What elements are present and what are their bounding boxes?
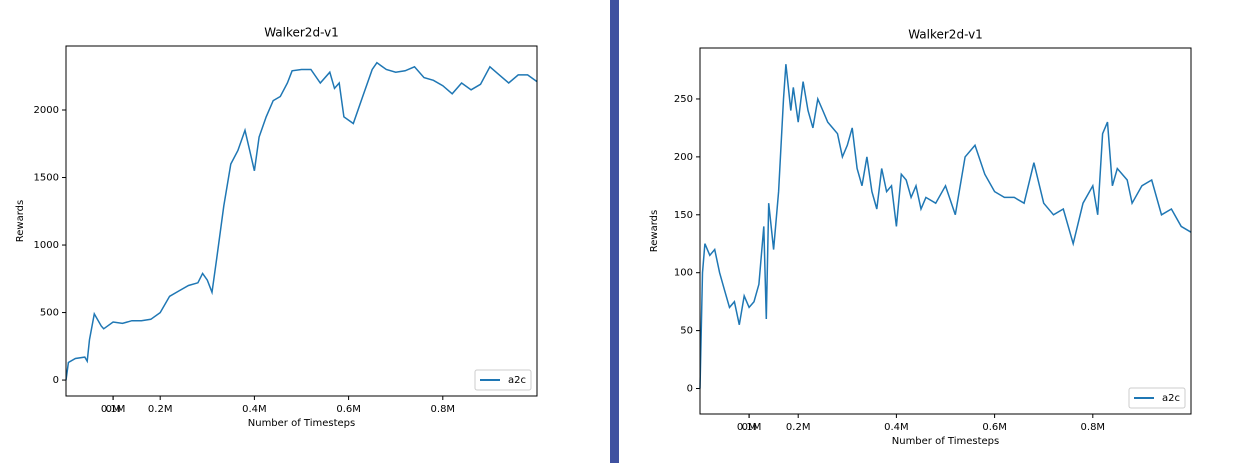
- x-tick-label: 0.8M: [431, 404, 456, 415]
- legend-label: a2c: [1162, 393, 1180, 404]
- line: [65, 61, 538, 381]
- x-axis-label: Number of Timesteps: [248, 418, 355, 429]
- x-tick-label: 0.2M: [148, 404, 173, 415]
- x-tick-label: 0.4M: [242, 404, 267, 415]
- plot-frame: [65, 45, 538, 397]
- x-tick-label: 0.1M: [737, 422, 762, 433]
- y-tick-label: 2000: [34, 105, 59, 116]
- y-tick-label: 1500: [34, 173, 59, 184]
- x-tick-label: 0.6M: [982, 422, 1007, 433]
- x-tick-label: 0.8M: [1081, 422, 1106, 433]
- y-tick-label: 500: [40, 308, 59, 319]
- legend-label: a2c: [508, 375, 526, 386]
- x-tick-label: 0M: [106, 404, 121, 415]
- y-axis-label: Rewards: [15, 200, 26, 242]
- chart-title: Walker2d-v1: [908, 28, 983, 42]
- x-tick-label: 0.1M: [101, 404, 126, 415]
- y-tick-label: 200: [674, 152, 693, 163]
- x-tick-label: 0.4M: [884, 422, 909, 433]
- y-tick-label: 50: [680, 326, 693, 337]
- y-tick-label: 150: [674, 210, 693, 221]
- y-tick-label: 0: [687, 384, 693, 395]
- x-tick-label: 0.6M: [336, 404, 361, 415]
- line: [699, 64, 1192, 389]
- x-tick-label: 0.2M: [786, 422, 811, 433]
- y-tick-label: 1000: [34, 240, 59, 251]
- y-axis-label: Rewards: [649, 210, 660, 252]
- x-tick-label: 0M: [742, 422, 757, 433]
- legend: [1128, 387, 1186, 409]
- chart-title: Walker2d-v1: [264, 26, 339, 40]
- y-tick-label: 0: [53, 375, 59, 386]
- plot-frame: [699, 47, 1192, 415]
- divider: [610, 0, 619, 463]
- y-tick-label: 250: [674, 94, 693, 105]
- legend: [474, 369, 532, 391]
- x-axis-label: Number of Timesteps: [892, 436, 999, 447]
- y-tick-label: 100: [674, 268, 693, 279]
